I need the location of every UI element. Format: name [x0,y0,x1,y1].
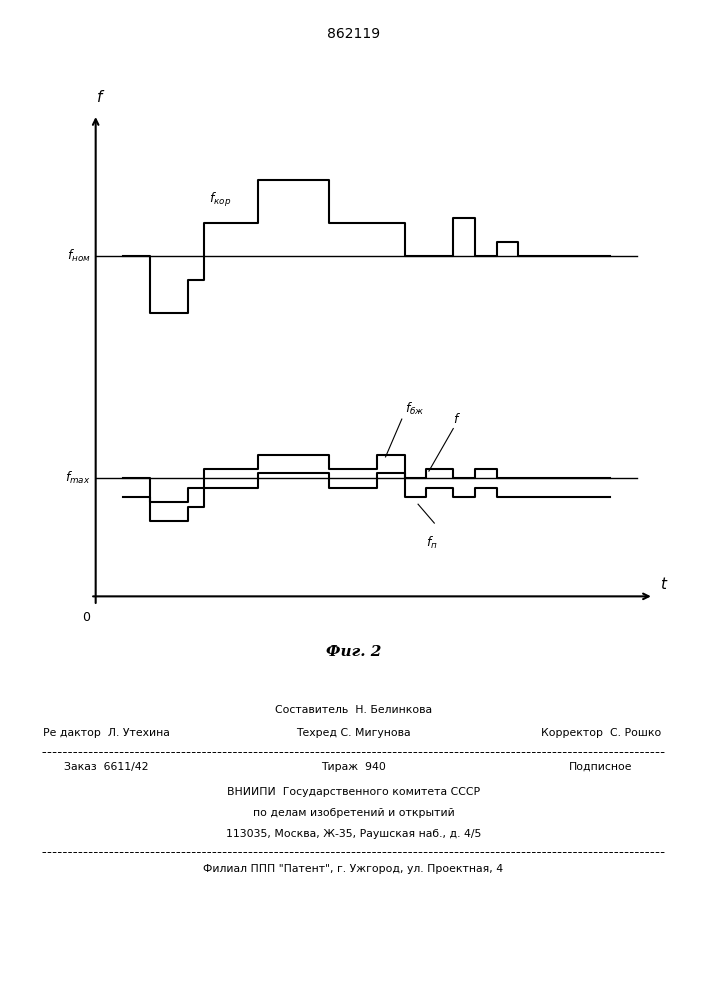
Text: Корректор  С. Рошко: Корректор С. Рошко [541,728,661,738]
Text: $f$: $f$ [96,89,106,105]
Text: $f$: $f$ [453,412,461,426]
Text: Составитель  Н. Белинкова: Составитель Н. Белинкова [275,705,432,715]
Text: ВНИИПИ  Государственного комитета СССР: ВНИИПИ Государственного комитета СССР [227,787,480,797]
Text: по делам изобретений и открытий: по делам изобретений и открытий [252,808,455,818]
Text: $f_{кор}$: $f_{кор}$ [209,191,232,209]
Text: $f_{ном}$: $f_{ном}$ [66,248,90,264]
Text: Фиг. 2: Фиг. 2 [326,645,381,659]
Text: Заказ  6611/42: Заказ 6611/42 [64,762,148,772]
Text: $f_{бж}$: $f_{бж}$ [404,401,424,417]
Text: 0: 0 [82,611,90,624]
Text: Подписное: Подписное [569,762,633,772]
Text: Техред С. Мигунова: Техред С. Мигунова [296,728,411,738]
Text: 862119: 862119 [327,27,380,41]
Text: Тираж  940: Тираж 940 [321,762,386,772]
Text: 113035, Москва, Ж-35, Раушская наб., д. 4/5: 113035, Москва, Ж-35, Раушская наб., д. … [226,829,481,839]
Text: Ре дактор  Л. Утехина: Ре дактор Л. Утехина [42,728,170,738]
Text: $f_{п}$: $f_{п}$ [426,535,438,551]
Text: $f_{max}$: $f_{max}$ [65,470,90,486]
Text: Филиал ППП "Патент", г. Ужгород, ул. Проектная, 4: Филиал ППП "Патент", г. Ужгород, ул. Про… [204,864,503,874]
Text: $t$: $t$ [660,576,669,592]
